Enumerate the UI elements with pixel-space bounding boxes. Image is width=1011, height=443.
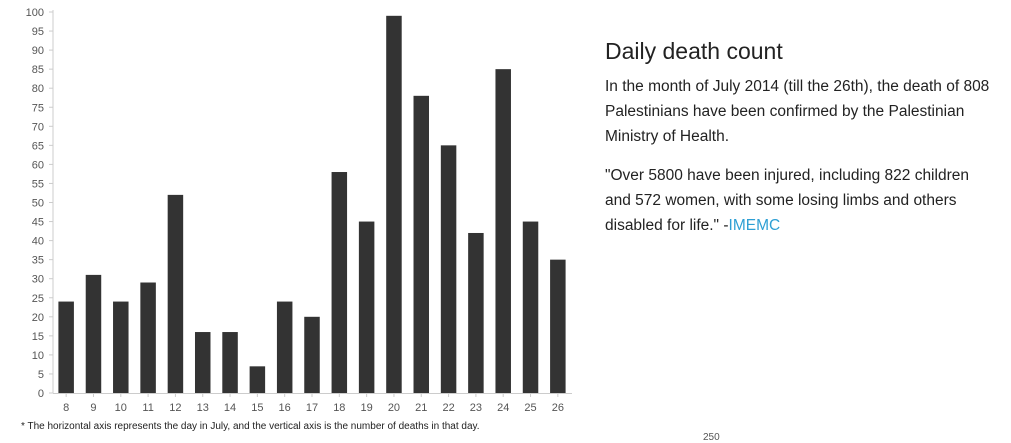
bar	[140, 282, 156, 393]
bar	[413, 95, 430, 393]
y-tick-label: 90	[32, 45, 44, 57]
x-tick-label: 16	[279, 402, 291, 414]
y-tick-label: 45	[32, 217, 44, 229]
y-tick-label: 55	[32, 178, 44, 190]
bar	[358, 221, 375, 393]
bar	[249, 366, 266, 393]
chart-footnote: * The horizontal axis represents the day…	[21, 421, 480, 432]
bar	[85, 274, 102, 393]
x-tick-label: 12	[169, 402, 181, 414]
bar	[222, 332, 238, 393]
bar	[331, 172, 348, 393]
bar	[440, 145, 457, 393]
cropped-label: 250	[703, 432, 720, 443]
x-tick-label: 25	[524, 402, 536, 414]
y-tick-label: 10	[32, 350, 44, 362]
bar	[304, 316, 320, 393]
x-tick-label: 17	[306, 402, 318, 414]
y-tick-label: 30	[32, 274, 44, 286]
x-tick-label: 9	[90, 402, 96, 414]
panel-title: Daily death count	[605, 38, 783, 64]
y-tick-label: 65	[32, 140, 44, 152]
x-tick-label: 14	[224, 402, 236, 414]
y-tick-label: 25	[32, 293, 44, 305]
y-tick-label: 40	[32, 236, 44, 248]
x-tick-label: 20	[388, 402, 400, 414]
imemc-link[interactable]: IMEMC	[728, 217, 781, 234]
y-tick-label: 35	[32, 255, 44, 267]
info-panel: Daily death count In the month of July 2…	[605, 38, 995, 252]
bar	[58, 301, 74, 393]
y-tick-label: 5	[38, 369, 44, 381]
bar	[386, 15, 402, 394]
y-tick-label: 70	[32, 121, 44, 133]
quote-text: "Over 5800 have been injured, including …	[605, 167, 969, 234]
x-tick-label: 21	[415, 402, 427, 414]
y-tick-label: 80	[32, 83, 44, 95]
x-tick-label: 26	[552, 402, 564, 414]
y-tick-label: 0	[38, 388, 44, 400]
y-tick-label: 95	[32, 26, 44, 38]
x-tick-label: 24	[497, 402, 509, 414]
x-tick-label: 23	[470, 402, 482, 414]
bar	[194, 332, 211, 393]
bar	[495, 69, 511, 394]
y-tick-label: 15	[32, 331, 44, 343]
bar	[167, 194, 184, 393]
bar	[113, 301, 129, 393]
x-tick-label: 11	[142, 402, 153, 414]
panel-paragraph-1: In the month of July 2014 (till the 26th…	[605, 78, 990, 145]
x-tick-label: 22	[442, 402, 454, 414]
x-tick-label: 8	[63, 402, 69, 414]
y-tick-label: 20	[32, 312, 44, 324]
bar	[276, 301, 293, 393]
x-tick-label: 18	[333, 402, 345, 414]
y-tick-label: 100	[26, 7, 44, 19]
x-tick-label: 19	[361, 402, 373, 414]
y-tick-label: 50	[32, 198, 44, 210]
x-tick-label: 10	[115, 402, 127, 414]
bar	[468, 232, 484, 393]
bar	[522, 221, 539, 393]
y-tick-label: 60	[32, 159, 44, 171]
bar-chart: 0 5 10 15 20 25 30 35 40 45 50 55 60 65 70 75 80 85 90 95 10…	[26, 7, 572, 414]
x-tick-label: 13	[197, 402, 209, 414]
y-tick-label: 85	[32, 64, 44, 76]
panel-paragraph-2: "Over 5800 have been injured, including …	[605, 163, 995, 238]
bar	[550, 259, 566, 393]
y-tick-label: 75	[32, 102, 44, 114]
x-tick-label: 15	[251, 402, 263, 414]
